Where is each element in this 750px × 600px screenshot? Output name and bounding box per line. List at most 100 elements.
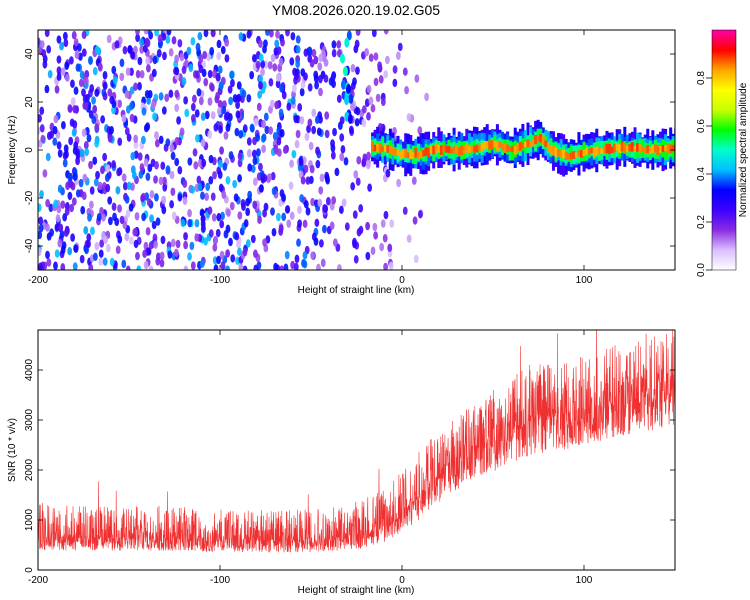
spectrogram-cell (299, 194, 305, 203)
spectrogram-cell (339, 152, 345, 162)
spectrogram-cell (365, 251, 371, 261)
spectrogram-cell (406, 234, 412, 243)
spectrogram-cell (352, 77, 357, 86)
spectrogram-cell (128, 203, 134, 212)
spectrogram-cell (293, 262, 299, 270)
spectrogram-cell (119, 58, 125, 68)
spectrogram-cell (383, 70, 389, 79)
spectrogram-cell (346, 30, 352, 41)
spectrogram-cell (148, 241, 154, 250)
spectrogram-cell (434, 143, 438, 153)
spectrogram-cell (272, 132, 278, 141)
spectrogram-cell (84, 77, 89, 86)
spectrogram-cell (60, 120, 66, 130)
spectrogram-cell (220, 45, 226, 55)
spectrogram-cell (666, 143, 670, 154)
spectrogram-cell (373, 144, 377, 152)
colorbar-label: Normalized spectral amplitude (738, 82, 749, 217)
spectrogram-cell (72, 104, 78, 114)
spectrogram-cell (220, 211, 225, 221)
spectrogram-cell (511, 146, 515, 153)
spectrogram-cell (245, 198, 250, 207)
spectrogram-cell (53, 115, 59, 124)
spectrogram-cell (205, 182, 211, 192)
spectrogram-cell (102, 92, 108, 101)
spectrogram-cell (56, 66, 62, 75)
spectrogram-cell (174, 54, 180, 64)
spectrogram-cell (122, 182, 128, 191)
spectrogram-cell (385, 169, 391, 178)
spectrogram-cell (124, 195, 130, 204)
spectrogram-cell (322, 224, 327, 234)
spectrogram-cell (81, 128, 87, 137)
spectrogram-cell (200, 138, 206, 148)
spectrogram-x-tick-label: -100 (210, 275, 230, 286)
spectrogram-cell (292, 84, 297, 93)
spectrogram-cell (562, 149, 566, 159)
spectrogram-cell (169, 200, 175, 209)
spectrogram-cell (62, 213, 68, 222)
spectrogram-cells (38, 30, 675, 270)
spectrogram-cell (355, 106, 361, 116)
spectrogram-cell (95, 170, 100, 180)
spectrogram-cell (162, 176, 167, 186)
snr-y-tick-label: 4000 (24, 358, 35, 381)
spectrogram-cell (472, 145, 476, 153)
spectrogram-cell (161, 106, 167, 115)
spectrogram-cell (483, 140, 487, 149)
spectrogram-cell (213, 123, 219, 132)
spectrogram-cell (344, 95, 350, 106)
spectrogram-cell (253, 264, 259, 270)
spectrogram-cell (203, 30, 209, 38)
spectrogram-cell (119, 215, 125, 225)
spectrogram-cell (64, 61, 70, 70)
spectrogram-cell (189, 241, 195, 251)
spectrogram-cell (452, 146, 456, 155)
snr-series-line (38, 330, 675, 553)
spectrogram-cell (79, 70, 85, 80)
spectrogram-cell (201, 158, 207, 168)
spectrogram-cell (121, 173, 127, 182)
spectrogram-cell (187, 218, 193, 228)
spectrogram-cell (45, 152, 51, 162)
spectrogram-cell (262, 209, 267, 218)
spectrogram-cell (197, 182, 203, 192)
spectrogram-cell (54, 249, 60, 258)
spectrogram-cell (296, 238, 301, 247)
spectrogram-cell (263, 112, 269, 121)
spectrogram-cell (49, 228, 55, 237)
spectrogram-cell (288, 181, 294, 190)
spectrogram-cell (478, 144, 482, 151)
spectrogram-cell (245, 239, 251, 248)
spectrogram-cell (238, 263, 244, 270)
spectrogram-cell (282, 145, 288, 155)
spectrogram-cell (114, 40, 120, 49)
spectrogram-cell (361, 105, 367, 114)
spectrogram-cell (139, 163, 145, 172)
spectrogram-cell (279, 265, 285, 270)
spectrogram-cell (83, 140, 89, 150)
spectrogram-cell (338, 205, 344, 215)
spectrogram-cell (339, 53, 345, 64)
spectrogram-cell (409, 149, 413, 160)
spectrogram-cell (145, 56, 151, 66)
spectrogram-cell (383, 30, 389, 35)
spectrogram-cell (133, 239, 139, 249)
spectrogram-cell (396, 178, 402, 188)
spectrogram-cell (139, 70, 145, 79)
spectrogram-cell (145, 172, 151, 182)
spectrogram-cell (308, 141, 314, 151)
spectrogram-cell (235, 110, 241, 119)
spectrogram-cell (534, 135, 538, 145)
spectrogram-cell (60, 263, 66, 270)
spectrogram-cell (158, 176, 164, 186)
spectrogram-cell (350, 182, 356, 191)
spectrogram-cell (354, 39, 360, 49)
spectrogram-cell (414, 147, 418, 158)
spectrogram-cell (289, 57, 295, 66)
spectrogram-cell (41, 49, 47, 58)
spectrogram-cell (257, 215, 262, 225)
spectrogram-cell (209, 83, 215, 92)
spectrogram-cell (225, 123, 231, 132)
